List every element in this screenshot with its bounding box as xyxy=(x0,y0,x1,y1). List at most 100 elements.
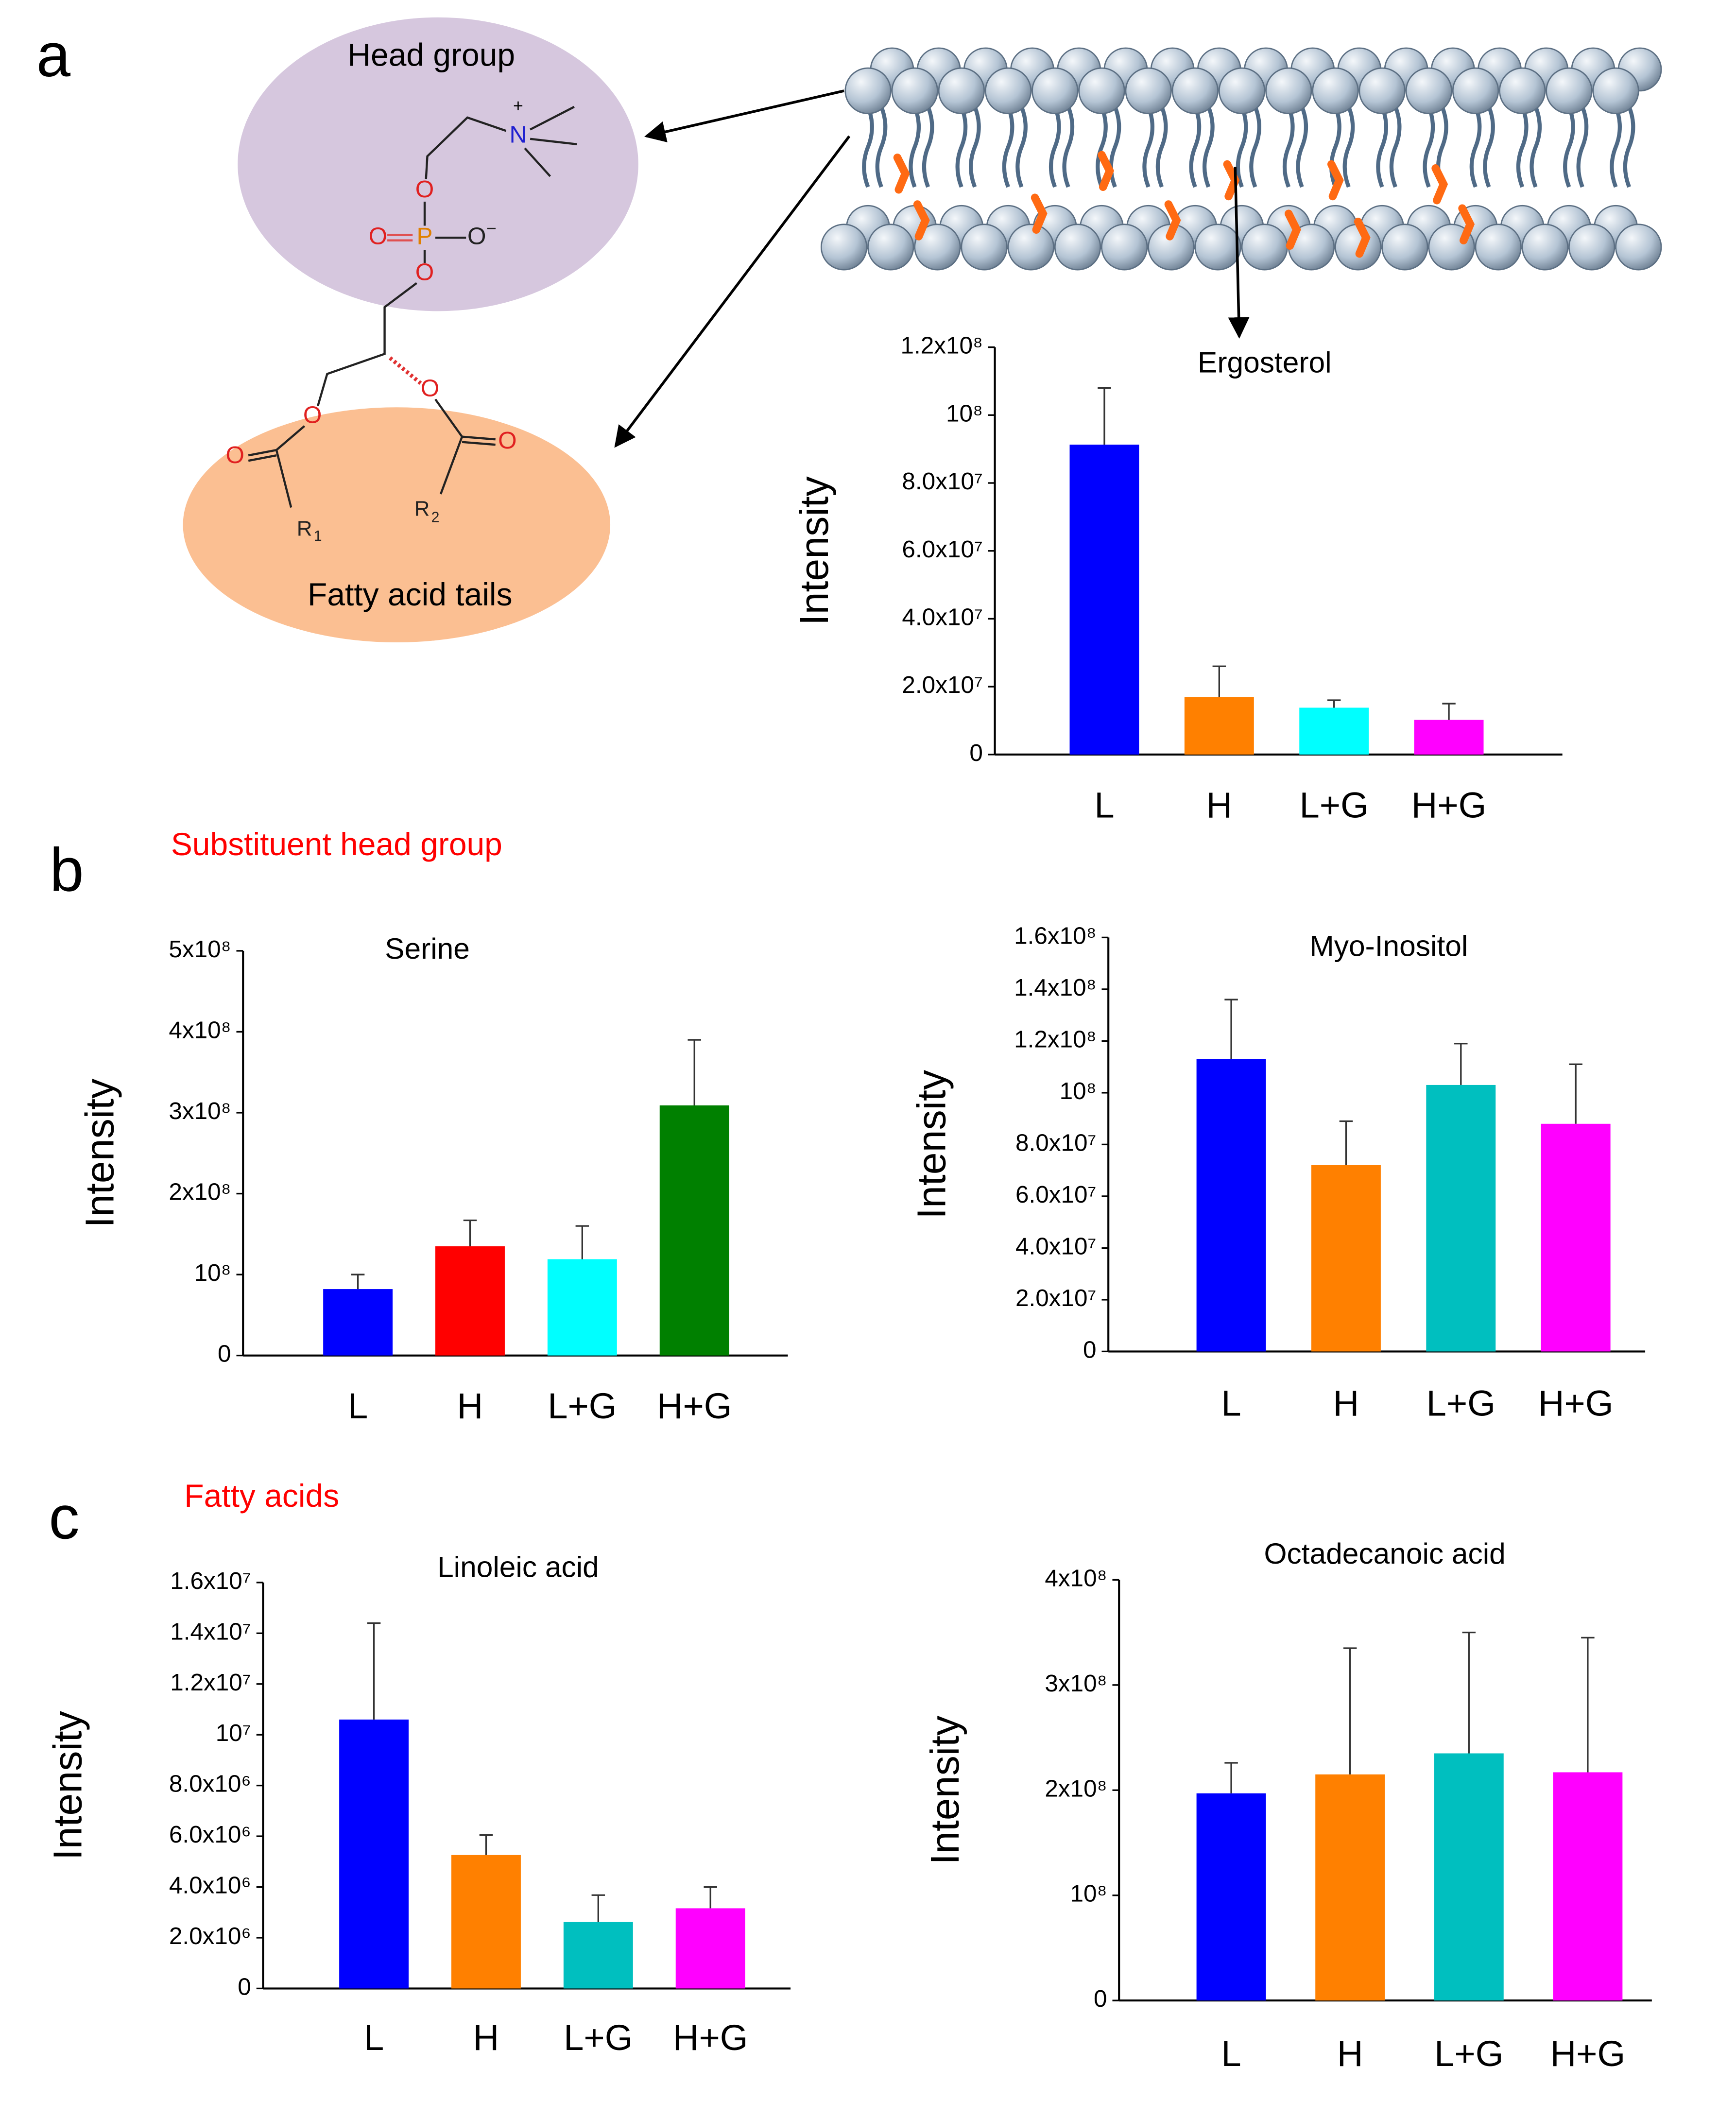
lipid-head xyxy=(1546,67,1593,114)
atom-label: O xyxy=(415,176,434,203)
tail-ellipse xyxy=(183,407,611,642)
y-axis-label: Intensity xyxy=(910,1069,954,1219)
lipid-head xyxy=(914,224,961,271)
y-tick-label: 0 xyxy=(238,1973,251,2000)
y-tick-label: 0 xyxy=(218,1341,231,1367)
atom-label: O xyxy=(369,223,387,249)
atom-label: + xyxy=(513,96,523,115)
chart-title: Octadecanoic acid xyxy=(1264,1537,1505,1570)
error-bar xyxy=(575,1225,589,1259)
x-tick-label: H+G xyxy=(1550,2033,1626,2074)
y-tick-label: 3x10⁸ xyxy=(1045,1670,1107,1697)
ergosterol-molecule xyxy=(913,200,930,241)
y-tick-label: 10⁸ xyxy=(1060,1078,1097,1104)
lipid-head xyxy=(1381,224,1428,271)
lipid-head xyxy=(1171,67,1219,114)
atom-label: − xyxy=(486,219,497,238)
error-bar xyxy=(463,1219,477,1246)
bar xyxy=(1553,1772,1623,2001)
lipid-head xyxy=(1475,224,1522,271)
error-bar xyxy=(351,1274,365,1290)
ergosterol-molecule xyxy=(1031,193,1048,234)
y-tick-label: 2x10⁸ xyxy=(169,1179,231,1206)
chart-title: Serine xyxy=(385,932,470,965)
atom-label: N xyxy=(510,121,527,148)
lipid-head xyxy=(820,224,868,271)
x-tick-label: L+G xyxy=(1427,1383,1495,1424)
bar xyxy=(451,1855,521,1989)
lipid-tail xyxy=(909,106,934,188)
lipid-head xyxy=(1312,67,1359,114)
lipid-head xyxy=(1218,67,1266,114)
lipid-head xyxy=(961,224,1008,271)
x-tick-label: H+G xyxy=(657,1386,732,1426)
arrows xyxy=(614,89,1250,448)
lipid-tail xyxy=(955,106,981,188)
atom-label: 2 xyxy=(431,509,440,525)
lipid-head xyxy=(1194,224,1241,271)
y-axis-label: Intensity xyxy=(923,1715,967,1865)
x-tick-label: L xyxy=(1221,1383,1241,1424)
atom-label: O xyxy=(415,258,434,285)
lipid-head xyxy=(1499,67,1546,114)
y-tick-label: 4.0x10⁷ xyxy=(902,603,982,630)
error-bar xyxy=(1569,1063,1582,1124)
bar xyxy=(1196,1793,1266,2001)
error-bar xyxy=(1339,1120,1353,1165)
atom-label: O xyxy=(226,442,244,468)
chart-title: Myo-Inositol xyxy=(1309,929,1468,962)
lipid-head xyxy=(1101,224,1148,271)
bar xyxy=(1196,1059,1266,1352)
x-tick-label: H xyxy=(1337,2033,1363,2074)
y-tick-label: 2.0x10⁷ xyxy=(902,672,982,698)
atom-label: O xyxy=(303,402,322,429)
panel-label: a xyxy=(36,21,71,89)
y-tick-label: 3x10⁸ xyxy=(169,1098,231,1124)
error-bar xyxy=(1343,1647,1357,1775)
ergosterol-molecule xyxy=(1098,151,1115,191)
atom-label: O xyxy=(467,223,486,249)
y-tick-label: 2.0x10⁷ xyxy=(1015,1285,1096,1311)
chart-title: Ergosterol xyxy=(1198,345,1332,379)
lipid-tail xyxy=(1329,106,1355,188)
x-tick-label: H+G xyxy=(673,2017,748,2058)
y-tick-label: 4x10⁸ xyxy=(1045,1565,1107,1591)
lipid-head xyxy=(1568,224,1616,271)
lipid-tail xyxy=(1189,106,1215,188)
x-tick-label: H xyxy=(1333,1383,1359,1424)
bar xyxy=(659,1105,729,1356)
y-axis-label: Intensity xyxy=(45,1710,90,1860)
bar xyxy=(1426,1085,1496,1352)
lipid-tail xyxy=(1469,106,1495,188)
section-title: Substituent head group xyxy=(171,826,502,862)
y-tick-label: 4x10⁸ xyxy=(169,1017,231,1043)
bar xyxy=(1541,1123,1611,1352)
lipid-tail xyxy=(1142,106,1168,188)
lipid-head xyxy=(1452,67,1499,114)
x-tick-label: H xyxy=(457,1386,483,1426)
x-tick-label: L xyxy=(348,1386,368,1426)
error-bar xyxy=(591,1894,605,1922)
lipid-head xyxy=(1615,224,1662,271)
ergosterol-molecule xyxy=(1327,160,1344,201)
ergosterol-molecule xyxy=(1285,209,1301,250)
ergosterol-molecule xyxy=(1164,200,1181,241)
membrane xyxy=(820,47,1662,271)
x-tick-label: L+G xyxy=(564,2017,633,2058)
panel-label: b xyxy=(50,836,84,904)
y-tick-label: 1.2x10⁸ xyxy=(900,332,982,359)
bar xyxy=(339,1719,409,1989)
lipid-tail xyxy=(1282,106,1308,188)
lipid-head xyxy=(1592,67,1639,114)
bar xyxy=(563,1922,633,1989)
lipid-head xyxy=(867,224,914,271)
y-tick-label: 1.6x10⁸ xyxy=(1014,922,1096,949)
y-tick-label: 2.0x10⁶ xyxy=(169,1923,251,1949)
lipid-head xyxy=(1054,224,1101,271)
lipid-head xyxy=(938,67,985,114)
lipid-tail xyxy=(1236,106,1261,188)
atom-label: 1 xyxy=(314,528,322,544)
y-tick-label: 4.0x10⁶ xyxy=(169,1872,251,1899)
bar xyxy=(675,1908,745,1989)
atom-label: O xyxy=(421,375,439,402)
